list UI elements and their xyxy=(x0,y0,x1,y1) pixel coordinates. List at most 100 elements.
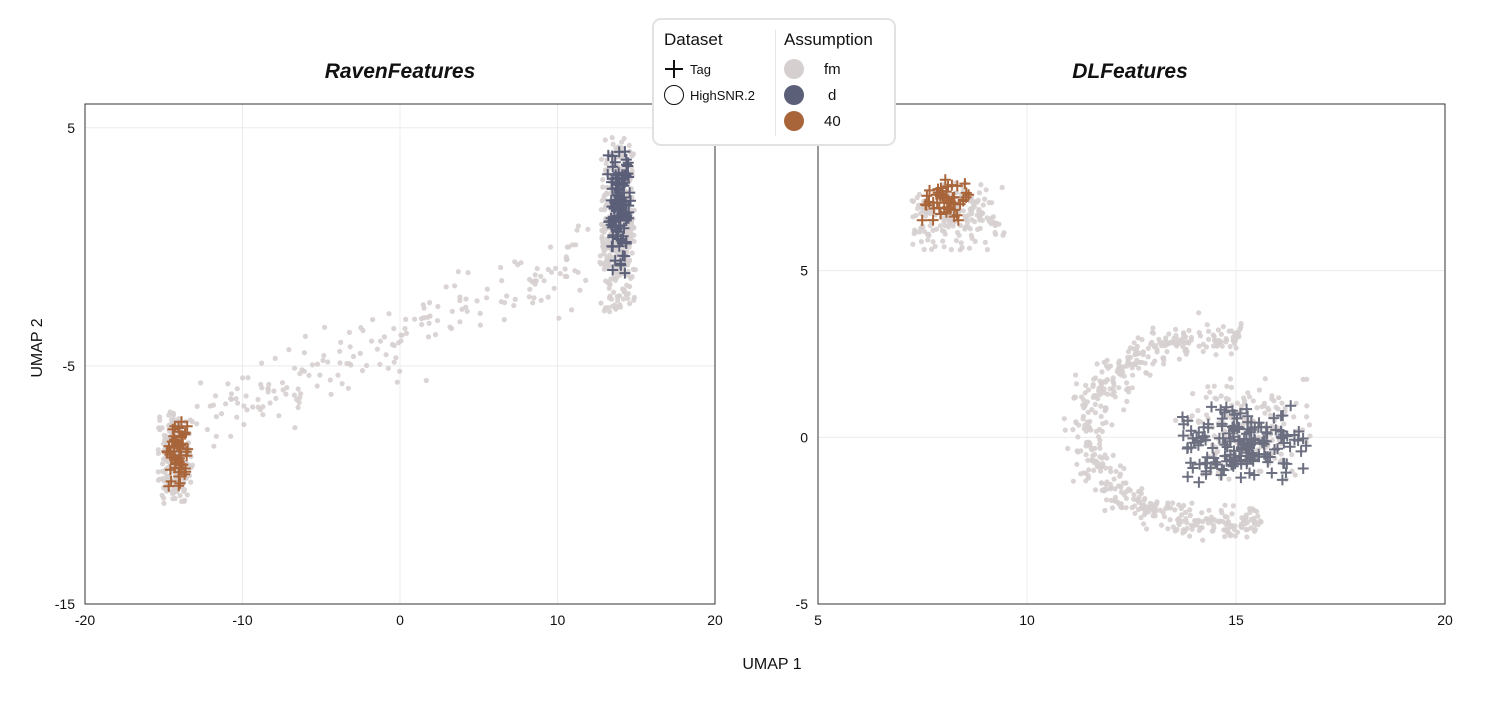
point xyxy=(1183,509,1189,515)
point xyxy=(515,262,521,268)
point-plus xyxy=(1277,429,1289,440)
point xyxy=(1161,514,1168,520)
point-plus xyxy=(173,422,185,434)
point xyxy=(1218,393,1224,399)
point-plus xyxy=(164,449,176,461)
point-plus xyxy=(179,468,191,480)
point xyxy=(188,479,194,485)
point xyxy=(432,332,439,338)
point xyxy=(360,327,366,334)
point xyxy=(557,270,563,277)
point xyxy=(1200,341,1206,347)
point-plus xyxy=(939,174,951,186)
point xyxy=(1291,414,1297,420)
point-plus xyxy=(1177,430,1189,442)
point xyxy=(1250,398,1256,404)
point xyxy=(1211,383,1217,389)
point xyxy=(610,141,616,147)
point xyxy=(1124,380,1130,386)
point xyxy=(402,325,408,332)
point xyxy=(1205,520,1211,526)
point xyxy=(1070,478,1076,484)
point-plus xyxy=(166,436,178,448)
point-plus xyxy=(605,219,617,231)
point xyxy=(1098,413,1104,420)
point-plus xyxy=(1297,463,1309,474)
point-plus xyxy=(163,480,175,492)
point xyxy=(598,300,604,306)
point xyxy=(455,269,461,275)
point xyxy=(1172,507,1178,513)
point xyxy=(280,387,286,393)
point xyxy=(577,287,583,293)
series-fm xyxy=(909,180,1313,543)
point xyxy=(1097,445,1103,451)
point xyxy=(250,404,256,410)
point xyxy=(1117,471,1124,477)
point xyxy=(631,297,637,303)
point xyxy=(426,320,432,326)
point xyxy=(1150,513,1156,519)
point xyxy=(1070,427,1076,433)
y-tick-label: -5 xyxy=(63,358,76,374)
point xyxy=(947,219,953,225)
point-plus xyxy=(1235,472,1247,484)
point xyxy=(538,297,544,303)
point xyxy=(1226,476,1232,482)
point xyxy=(338,339,344,345)
point xyxy=(477,322,483,328)
legend-item-d: d xyxy=(784,82,873,108)
point xyxy=(1256,387,1262,393)
point xyxy=(273,395,279,401)
point xyxy=(625,291,632,297)
legend-item-fm: fm xyxy=(784,56,873,82)
point xyxy=(986,200,992,206)
right-plot-points xyxy=(909,174,1313,543)
point xyxy=(628,275,634,281)
y-tick-label: 0 xyxy=(800,429,808,445)
legend-item-highsnr: HighSNR.2 xyxy=(664,82,755,108)
point xyxy=(1131,492,1137,498)
y-tick-label: -15 xyxy=(55,596,75,612)
point-plus xyxy=(1235,454,1247,466)
point-plus xyxy=(169,454,181,466)
point xyxy=(1184,520,1190,526)
point xyxy=(1100,379,1106,385)
point-plus xyxy=(607,264,619,276)
point xyxy=(1092,401,1098,407)
point xyxy=(295,386,301,392)
point xyxy=(1157,507,1163,513)
point xyxy=(1180,335,1186,342)
point xyxy=(1121,364,1127,370)
point xyxy=(1095,434,1102,440)
point xyxy=(504,293,510,299)
point xyxy=(547,244,554,250)
point xyxy=(169,488,175,494)
point xyxy=(1197,333,1204,339)
point xyxy=(385,365,391,371)
point xyxy=(1099,369,1105,375)
point-plus xyxy=(607,231,619,243)
point xyxy=(1189,500,1195,506)
point xyxy=(325,359,331,365)
point xyxy=(1165,526,1171,532)
y-tick-label: -5 xyxy=(796,596,809,612)
point xyxy=(267,400,273,406)
point xyxy=(1275,406,1281,412)
point xyxy=(1254,405,1260,411)
point xyxy=(1230,334,1236,340)
left-tick-labels: -20 -10 0 10 20 -15 -5 5 xyxy=(55,120,723,628)
point xyxy=(1181,340,1187,346)
point xyxy=(1086,467,1092,473)
point xyxy=(1116,385,1122,391)
point xyxy=(383,352,389,358)
point xyxy=(465,270,471,276)
point xyxy=(960,208,967,214)
point xyxy=(1129,365,1135,371)
point-plus xyxy=(621,159,632,171)
x-tick-label: 20 xyxy=(707,612,723,628)
point xyxy=(619,145,625,151)
point xyxy=(603,190,610,196)
point xyxy=(235,400,241,406)
